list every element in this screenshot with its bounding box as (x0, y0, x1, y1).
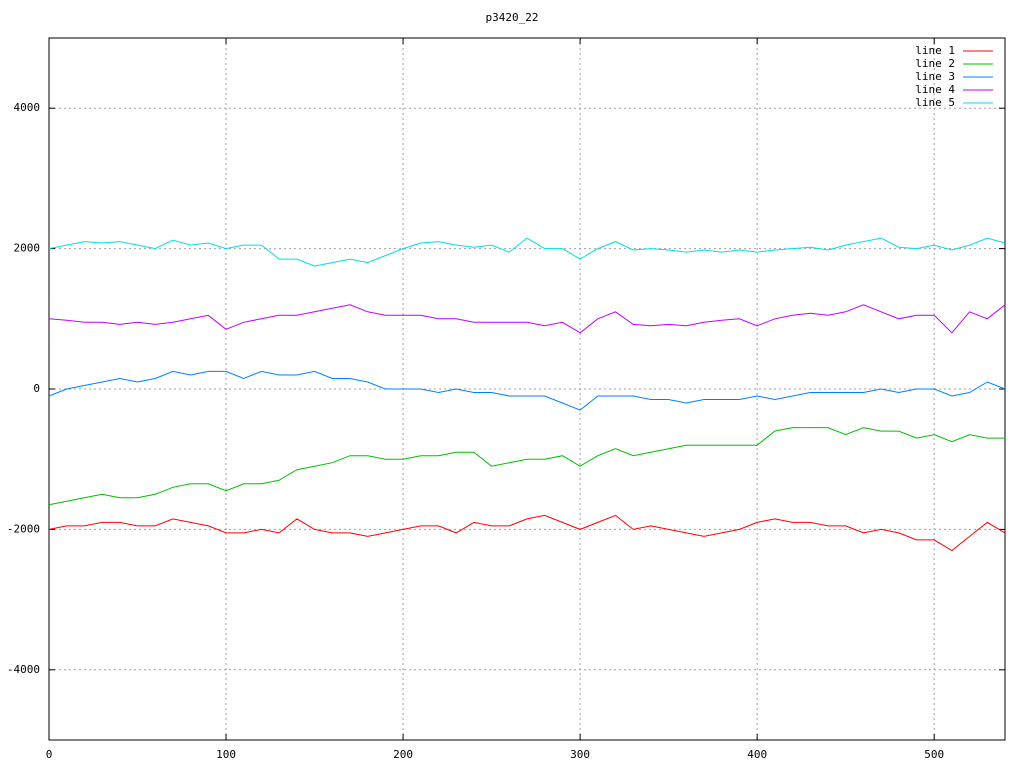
y-tick-label: 4000 (14, 101, 41, 114)
legend-label: line 5 (915, 96, 955, 109)
data-line (48, 237, 1006, 267)
y-tick-label: -2000 (7, 522, 40, 535)
y-tick-label: 0 (33, 382, 40, 395)
data-line (48, 370, 1006, 411)
legend-label: line 2 (915, 57, 955, 70)
plot-border (48, 37, 1006, 741)
data-line (48, 427, 1005, 506)
x-tick-label: 300 (570, 748, 590, 761)
chart-title: p3420_22 (486, 11, 539, 24)
data-line (48, 304, 1006, 334)
x-tick-label: 400 (747, 748, 767, 761)
legend-label: line 4 (915, 83, 955, 96)
x-tick-label: 200 (393, 748, 413, 761)
legend-label: line 1 (915, 44, 955, 57)
x-tick-label: 0 (46, 748, 53, 761)
y-tick-label: 2000 (14, 242, 41, 255)
y-tick-label: -4000 (7, 663, 40, 676)
x-tick-label: 500 (924, 748, 944, 761)
x-tick-label: 100 (216, 748, 236, 761)
data-line (48, 514, 1006, 552)
legend-label: line 3 (915, 70, 955, 83)
